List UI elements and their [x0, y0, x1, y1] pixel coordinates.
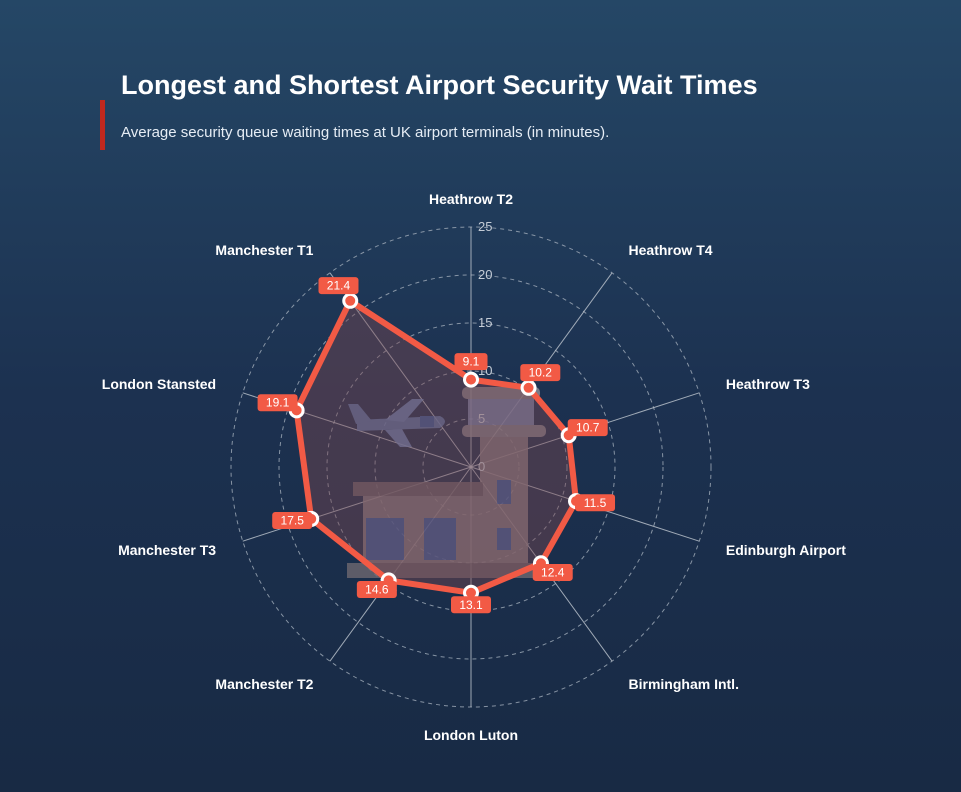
radial-tick-label: 0 [478, 459, 485, 474]
category-label-manchester-t3: Manchester T3 [118, 542, 216, 558]
radial-tick-label: 15 [478, 315, 492, 330]
value-label-manchester-t3: 17.5 [272, 512, 313, 530]
value-label-edinburgh-airport: 11.5 [575, 494, 616, 512]
value-label-badge [356, 581, 397, 599]
data-point-manchester-t1 [342, 292, 359, 309]
value-label-badge [257, 394, 298, 412]
radial-tick-label: 20 [478, 267, 492, 282]
control-tower-icon [462, 387, 546, 567]
category-label-manchester-t1: Manchester T1 [215, 242, 313, 258]
value-label-text: 10.2 [529, 366, 553, 380]
value-label-badge [454, 353, 488, 371]
value-label-badge [567, 419, 608, 437]
value-label-badge [451, 596, 491, 614]
value-label-badge [520, 364, 561, 382]
value-label-text: 10.7 [576, 421, 600, 435]
category-label-heathrow-t2: Heathrow T2 [429, 191, 513, 207]
data-point-heathrow-t4 [520, 379, 537, 396]
data-point-heathrow-t2 [463, 371, 479, 388]
value-label-text: 19.1 [266, 396, 290, 410]
airplane-icon [348, 399, 445, 447]
value-label-text: 11.5 [584, 496, 607, 510]
value-label-text: 9.1 [463, 355, 480, 369]
value-label-heathrow-t4: 10.2 [520, 364, 561, 382]
value-label-london-luton: 13.1 [451, 596, 491, 614]
value-label-badge [272, 512, 313, 530]
title-accent-bar [100, 100, 105, 150]
value-label-badge [318, 277, 359, 295]
value-label-birmingham-intl: 12.4 [532, 563, 573, 581]
value-label-text: 12.4 [541, 565, 565, 579]
series-area [293, 297, 579, 596]
value-labels: 9.1 10.2 10.7 11.5 12.4 13.1 14.6 17.5 19.1 21.4 [257, 277, 616, 614]
page-subtitle: Average security queue waiting times at … [121, 124, 610, 141]
value-label-manchester-t1: 21.4 [318, 277, 359, 295]
category-label-edinburgh-airport: Edinburgh Airport [726, 542, 846, 558]
radial-tick-labels: 0510152025 [478, 219, 492, 474]
page-title: Longest and Shortest Airport Security Wa… [121, 70, 758, 100]
radial-tick-label: 5 [478, 411, 485, 426]
category-label-manchester-t2: Manchester T2 [215, 676, 313, 692]
value-label-text: 14.6 [365, 583, 389, 597]
value-label-manchester-t2: 14.6 [356, 581, 397, 599]
category-label-london-stansted: London Stansted [102, 376, 216, 392]
value-label-text: 13.1 [459, 598, 483, 612]
airport-illustration-icon [347, 387, 546, 578]
value-label-text: 21.4 [327, 279, 351, 293]
category-label-heathrow-t4: Heathrow T4 [629, 242, 713, 258]
value-label-london-stansted: 19.1 [257, 394, 298, 412]
category-labels: Heathrow T2 Heathrow T4 Heathrow T3 Edinbur… [102, 191, 846, 743]
terminal-building-icon [347, 482, 543, 578]
value-label-text: 17.5 [281, 514, 305, 528]
value-label-heathrow-t2: 9.1 [454, 353, 488, 371]
value-label-heathrow-t3: 10.7 [567, 419, 608, 437]
value-label-badge [532, 563, 573, 581]
category-label-birmingham-intl: Birmingham Intl. [629, 676, 739, 692]
category-label-london-luton: London Luton [424, 727, 518, 743]
radial-tick-label: 25 [478, 219, 492, 234]
category-label-heathrow-t3: Heathrow T3 [726, 376, 810, 392]
value-label-badge [575, 494, 616, 512]
